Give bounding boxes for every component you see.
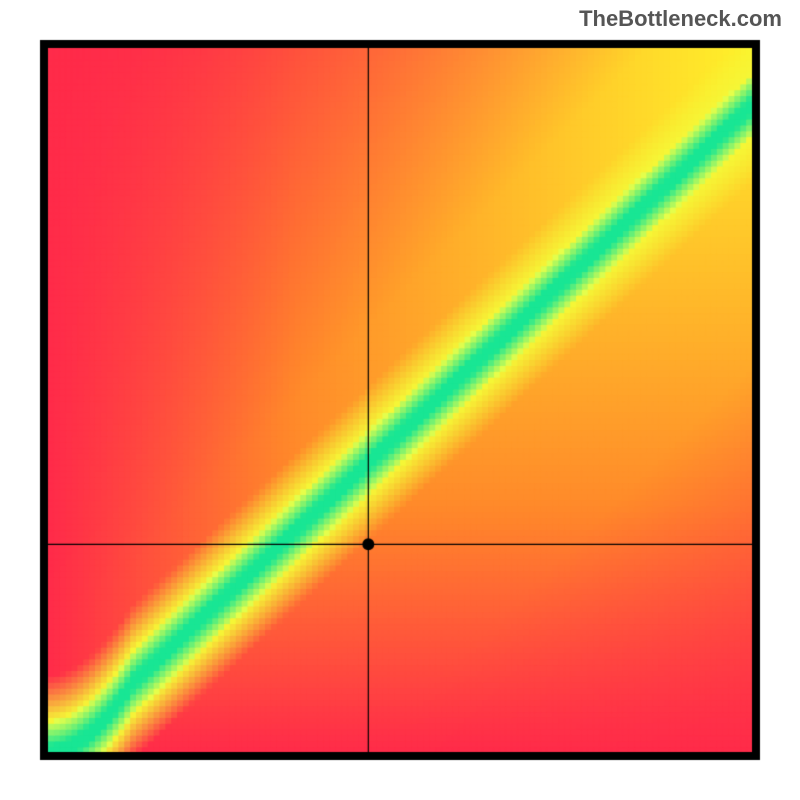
chart-container: TheBottleneck.com [0, 0, 800, 800]
heatmap-canvas [0, 0, 800, 800]
watermark-text: TheBottleneck.com [579, 6, 782, 32]
